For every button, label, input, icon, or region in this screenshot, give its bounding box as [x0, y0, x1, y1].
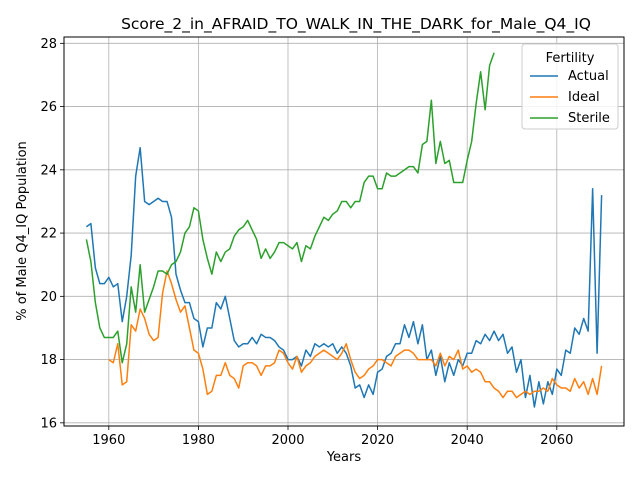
axis-ticks: 1960 1980 2000 2020 2040 2060 16 18 20 22 24 26 28	[40, 37, 573, 448]
legend-box	[521, 43, 619, 130]
y-tick-label: 16	[40, 416, 57, 431]
grid	[64, 37, 624, 426]
y-tick-label: 20	[40, 290, 57, 305]
series-line-ideal	[108, 270, 603, 399]
legend: Fertility Actual Ideal Sterile	[521, 43, 619, 130]
legend-label-actual: Actual	[568, 69, 609, 84]
x-tick-label: 1960	[92, 433, 125, 448]
y-tick-label: 28	[40, 37, 57, 52]
x-tick-label: 2040	[451, 433, 484, 448]
y-tick-label: 22	[40, 227, 57, 242]
y-tick-label: 18	[40, 353, 57, 368]
x-tick-label: 1980	[182, 433, 215, 448]
chart-title: Score_2_in_AFRAID_TO_WALK_IN_THE_DARK_fo…	[121, 15, 591, 34]
y-tick-label: 26	[40, 100, 57, 115]
x-tick-label: 2020	[361, 433, 394, 448]
legend-label-ideal: Ideal	[568, 90, 600, 105]
legend-label-sterile: Sterile	[568, 111, 610, 126]
legend-title: Fertility	[546, 51, 595, 66]
legend-entries: Actual Ideal Sterile	[530, 69, 610, 126]
y-tick-label: 24	[40, 163, 57, 178]
x-tick-label: 2000	[271, 433, 304, 448]
series-line-sterile	[85, 52, 495, 364]
y-axis-label: % of Male Q4_IQ Population	[15, 141, 30, 321]
series-lines	[85, 52, 603, 408]
x-tick-label: 2060	[540, 433, 573, 448]
x-axis-label: Years	[326, 450, 362, 465]
plot-frame	[63, 36, 625, 427]
